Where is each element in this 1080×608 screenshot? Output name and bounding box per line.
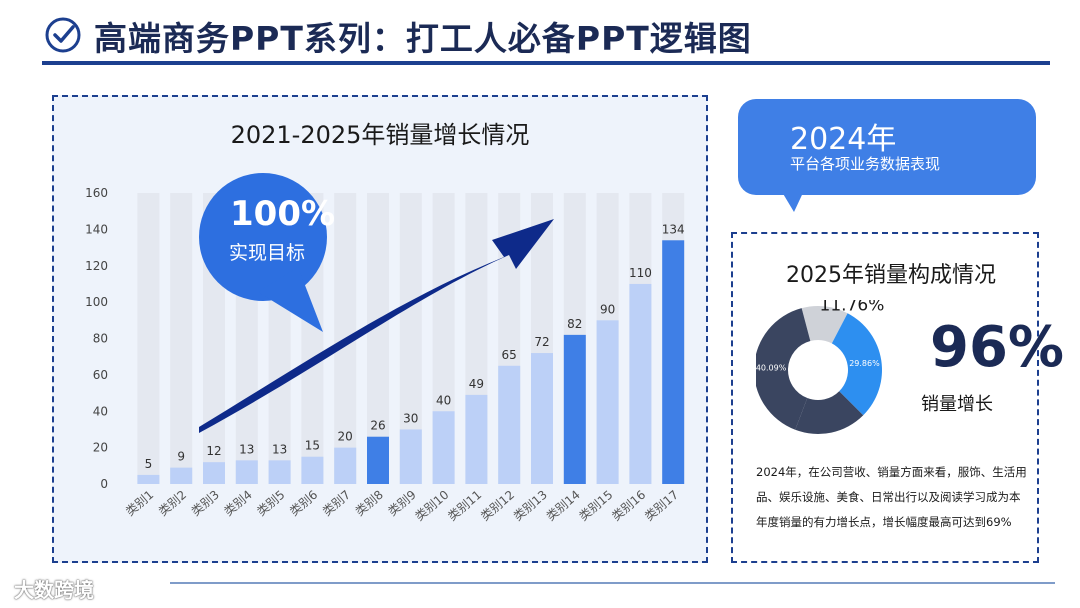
category-label: 类别14 [544,488,583,524]
category-label: 类别12 [478,488,517,524]
bar-value-label: 90 [600,302,615,316]
category-label: 类别1 [123,488,156,519]
bar-value-label: 20 [338,430,353,444]
donut-slice [756,308,811,430]
header-divider [42,61,1050,65]
year-title: 2024年 [790,122,897,157]
y-tick-label: 120 [85,259,108,273]
check-circle-icon [45,17,81,53]
background-bar [367,193,389,484]
year-callout-box [738,99,1036,195]
bar-value-label: 5 [145,457,153,471]
bar [301,456,324,484]
y-tick-label: 80 [93,332,108,346]
goal-speech-bubble [199,173,327,332]
donut-slice-label: 29.86% [849,359,880,368]
category-label: 类别15 [576,488,615,524]
goal-value: 100% [230,194,336,234]
bar-value-label: 72 [534,335,549,349]
category-label: 类别2 [156,488,189,519]
bar [662,240,685,484]
donut-callout-label: 11.76% [820,300,885,315]
donut-chart-title: 2025年销量构成情况 [786,263,996,288]
bar-value-label: 15 [305,439,320,453]
y-tick-label: 100 [85,295,108,309]
bar-value-label: 9 [177,450,185,464]
background-bar [399,193,422,484]
donut-slice [801,306,848,344]
category-label: 类别11 [445,488,484,524]
category-label: 类别7 [320,488,353,519]
category-label: 类别5 [254,488,287,519]
growth-label: 销量增长 [921,394,993,415]
bar [367,436,389,484]
bar-value-label: 65 [502,348,517,362]
bar-value-label: 13 [272,442,287,456]
category-label: 类别17 [642,488,681,524]
background-bar [170,193,193,484]
y-tick-label: 20 [93,441,108,455]
bar [235,460,258,484]
bar-chart-panel: 0 20 40 60 80 100 120 140 160 5 类别1 9 类别2 12 类别3 13 类别4 1… [52,95,708,563]
trend-arrow [199,219,554,433]
category-label: 类别4 [221,488,254,519]
category-label: 类别13 [511,488,550,524]
bar-value-label: 40 [436,393,451,407]
bar-value-label: 82 [567,317,582,331]
donut-slice-label: 40.09% [756,364,787,373]
y-tick-label: 0 [100,477,108,491]
bar-value-label: 134 [662,222,685,236]
page-title: 高端商务PPT系列：打工人必备PPT逻辑图 [94,19,752,58]
bar [399,429,422,484]
category-label: 类别3 [189,488,222,519]
watermark-text: 大数跨境 [14,578,94,602]
callout-tail [776,182,808,212]
bar [563,334,586,484]
category-label: 类别16 [609,488,648,524]
growth-value: 96% [930,315,1065,380]
bar-chart-title: 2021-2025年销量增长情况 [230,121,530,149]
bar-value-label: 49 [469,377,484,391]
donut-chart: 29.86% 40.09% 11.76% [756,300,885,434]
donut-description: 2024年，在公司营收、销量方面来看，服饰、生活用品、娱乐设施、美食、日常出行以… [756,465,1027,529]
bar [268,460,291,484]
bar [203,462,225,484]
bar [465,394,488,484]
donut-slice [831,313,882,416]
donut-slice [795,391,864,434]
y-tick-label: 60 [93,368,108,382]
bar [498,365,521,484]
bar-chart: 0 20 40 60 80 100 120 140 160 5 类别1 9 类别2 12 类别3 13 类别4 1… [85,186,685,524]
footer-divider [170,582,1055,584]
bar-value-label: 13 [239,442,254,456]
bar-value-label: 26 [370,419,385,433]
category-label: 类别8 [353,488,386,519]
bar [334,447,357,484]
bar [629,283,652,484]
y-tick-label: 40 [93,404,108,418]
category-label: 类别10 [412,488,451,524]
bar-value-label: 30 [403,411,418,425]
background-bar [137,193,160,484]
year-subtitle: 平台各项业务数据表现 [790,155,941,173]
bar [596,320,619,484]
bar-value-label: 110 [629,266,652,280]
bar [137,474,160,484]
y-tick-label: 140 [85,222,108,236]
category-label: 类别6 [287,488,320,519]
bar [170,467,193,484]
bar [432,411,455,484]
bar [531,353,553,484]
y-tick-label: 160 [85,186,108,200]
goal-label: 实现目标 [228,242,305,264]
bar-value-label: 12 [206,444,221,458]
